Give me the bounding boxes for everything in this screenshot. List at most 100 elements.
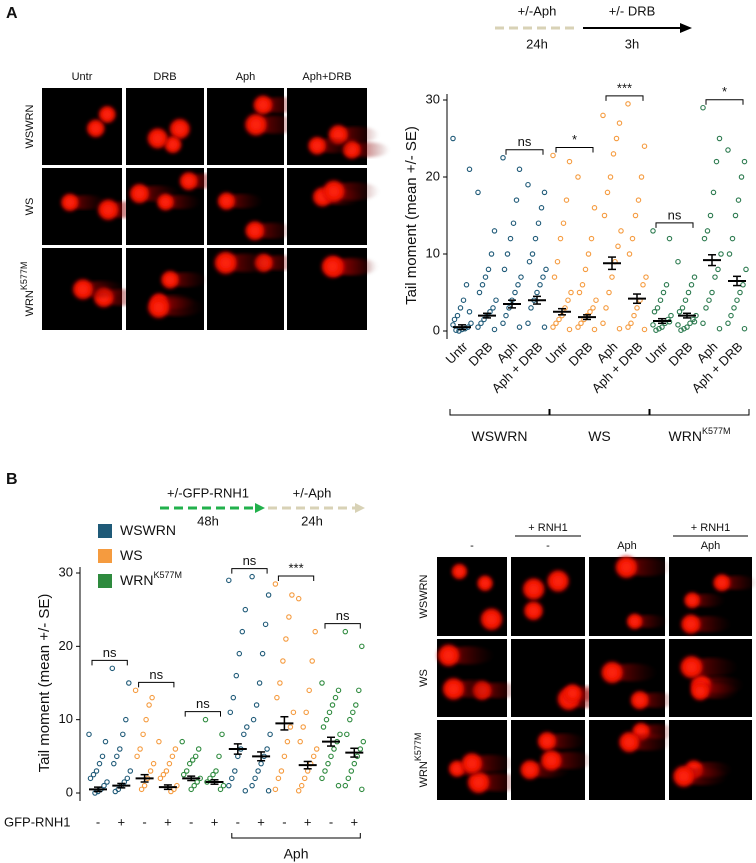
row-label-main: WSWRN — [24, 104, 36, 148]
data-point — [278, 768, 285, 774]
data-point — [616, 120, 623, 126]
data-point — [491, 228, 498, 234]
data-point — [210, 771, 216, 778]
data-point — [712, 274, 718, 280]
y-tick-label: 20 — [426, 168, 440, 183]
data-point — [172, 746, 179, 752]
data-point — [535, 220, 542, 226]
legend-label-main: WRN — [120, 572, 153, 588]
data-point — [641, 143, 648, 149]
comet-head — [128, 182, 151, 205]
data-point — [643, 274, 649, 280]
data-point — [666, 235, 673, 242]
data-point — [160, 771, 167, 778]
significance-label: ns — [668, 207, 682, 222]
data-point — [146, 702, 152, 708]
row-label-main: WRN — [24, 290, 36, 316]
data-point — [132, 687, 139, 694]
data-point — [553, 320, 559, 327]
data-point — [450, 135, 456, 142]
data-point — [579, 282, 586, 288]
data-point — [180, 771, 187, 778]
y-axis-title: Tail moment (mean +/- SE) — [36, 594, 53, 773]
data-point — [169, 753, 176, 760]
data-point — [220, 782, 227, 789]
comet-head — [711, 572, 732, 593]
data-point — [239, 628, 246, 635]
data-point — [335, 782, 342, 789]
comet-head — [459, 751, 484, 776]
data-point — [140, 731, 146, 738]
data-point — [325, 760, 331, 767]
data-point — [460, 297, 467, 303]
data-point — [588, 235, 595, 242]
comet-head — [522, 599, 545, 622]
data-point — [295, 595, 302, 602]
data-point — [591, 326, 598, 333]
data-point — [117, 746, 123, 752]
y-tick-label: 20 — [59, 638, 73, 653]
data-point — [562, 305, 568, 311]
y-tick-label: 30 — [59, 564, 73, 579]
y-tick-label: 0 — [66, 784, 73, 799]
data-point — [679, 305, 686, 311]
data-point — [482, 274, 489, 280]
data-point — [345, 775, 352, 782]
data-point — [188, 786, 194, 793]
data-point — [301, 775, 308, 782]
data-point — [563, 197, 570, 203]
data-point — [275, 775, 282, 782]
x-tick-label: + — [351, 814, 359, 829]
x-tick-label: Untr — [643, 338, 671, 366]
x-tick-label: Untr — [443, 338, 471, 366]
data-point — [554, 258, 561, 265]
data-point — [258, 760, 264, 767]
data-point — [534, 289, 540, 296]
data-point — [565, 297, 571, 303]
data-point — [715, 266, 721, 273]
x-tick-label: DRB — [566, 339, 596, 369]
data-point — [716, 325, 723, 332]
comet-head — [521, 576, 547, 602]
y-tick-label: 10 — [59, 711, 73, 726]
column-header: - — [546, 540, 550, 552]
data-point — [230, 694, 237, 701]
legend-label-main: WS — [120, 547, 143, 563]
group-label: WSWRN — [472, 428, 528, 444]
data-point — [691, 274, 698, 280]
data-point — [512, 289, 518, 296]
group-bracket — [449, 409, 550, 416]
data-point — [700, 104, 706, 111]
data-point — [675, 258, 681, 265]
data-point — [653, 327, 659, 333]
data-point — [191, 782, 197, 789]
data-point — [618, 228, 624, 234]
data-point — [604, 189, 611, 196]
data-point — [457, 305, 464, 311]
data-point — [688, 282, 695, 288]
x-tick-label: - — [142, 814, 146, 829]
comet-head — [450, 562, 469, 581]
group-label-main: WSWRN — [472, 428, 528, 444]
data-point — [295, 788, 302, 794]
data-point — [250, 716, 257, 723]
data-point — [691, 319, 698, 325]
data-point — [236, 650, 243, 657]
data-point — [607, 174, 614, 180]
significance-label: ns — [518, 134, 532, 149]
data-point — [150, 760, 157, 767]
x-tick-label: Untr — [543, 338, 571, 366]
group-bracket-label: Aph — [284, 846, 309, 862]
significance-bracket — [705, 99, 744, 105]
data-point — [232, 768, 238, 774]
data-point — [287, 724, 294, 730]
comet-head — [679, 612, 703, 636]
data-point — [289, 592, 295, 598]
data-point — [454, 312, 461, 319]
data-point — [629, 235, 636, 242]
data-point — [726, 251, 733, 257]
comet-head — [518, 758, 542, 781]
data-point — [290, 709, 297, 716]
data-point — [207, 775, 213, 782]
legend-label: WSWRN — [120, 522, 176, 538]
